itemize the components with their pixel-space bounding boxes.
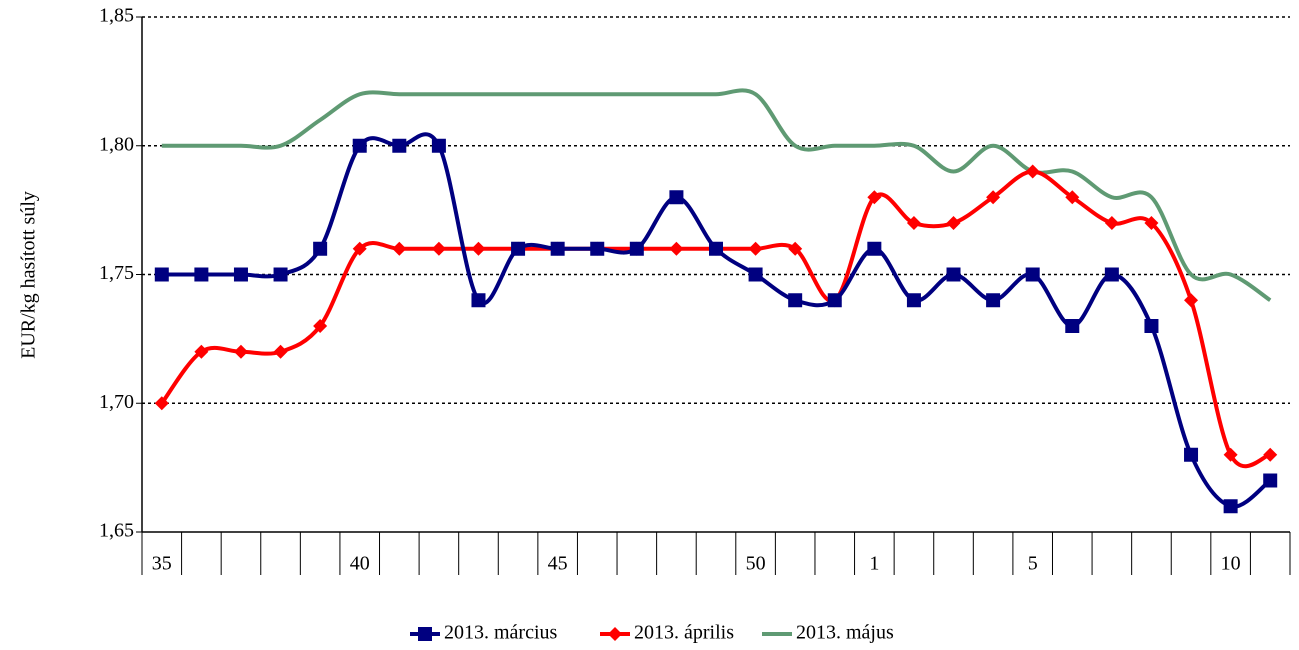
y-tick-label: 1,85 [99, 5, 134, 27]
data-point [946, 216, 961, 230]
data-point [1025, 164, 1040, 179]
legend-label: 2013. május [796, 622, 894, 644]
y-axis-label: EUR/kg hasított súly [18, 191, 40, 359]
data-point [273, 344, 288, 359]
y-tick-label: 1,70 [99, 391, 134, 413]
data-point [154, 396, 169, 411]
legend-label: 2013. március [444, 622, 558, 644]
data-point [511, 241, 526, 256]
legend-marker [418, 627, 432, 641]
data-point [669, 190, 684, 205]
x-tick-label: 1 [869, 553, 879, 575]
data-point [1065, 319, 1080, 333]
data-point [352, 241, 367, 256]
data-point [471, 293, 486, 308]
data-point [352, 138, 367, 153]
data-point [1025, 267, 1040, 282]
data-point [669, 241, 684, 256]
data-point [986, 190, 1001, 205]
data-point [471, 241, 486, 256]
data-point [986, 293, 1001, 308]
data-point [788, 293, 803, 308]
x-tick-label: 10 [1221, 553, 1241, 575]
data-point [1144, 319, 1159, 333]
data-point [1065, 190, 1080, 205]
data-point [313, 241, 328, 256]
data-point [233, 344, 248, 359]
data-point [788, 241, 803, 256]
data-point [431, 138, 446, 153]
data-point [392, 138, 407, 153]
data-point [1144, 216, 1159, 230]
data-point [1263, 447, 1278, 462]
data-point [1184, 447, 1199, 462]
series-line [161, 88, 1272, 302]
data-point [313, 319, 328, 333]
data-point [273, 267, 288, 282]
x-tick-label: 50 [746, 553, 766, 575]
data-point [709, 241, 723, 256]
data-point [194, 267, 209, 282]
data-point [906, 293, 921, 308]
data-point [431, 241, 446, 256]
x-tick-label: 45 [548, 553, 568, 575]
data-point [392, 241, 407, 256]
data-point [867, 241, 882, 256]
data-point [748, 241, 763, 256]
data-point [629, 241, 644, 256]
y-tick-label: 1,80 [99, 133, 134, 155]
data-point [867, 190, 882, 205]
data-point [827, 293, 842, 308]
data-point [590, 241, 605, 256]
data-point [1263, 473, 1278, 488]
data-point [1223, 447, 1238, 462]
data-point [194, 344, 209, 359]
x-tick-label: 35 [152, 553, 172, 575]
data-point [1184, 293, 1199, 308]
data-point [748, 267, 763, 282]
data-point [550, 241, 565, 256]
series-line [161, 132, 1272, 509]
data-point [906, 216, 921, 230]
data-point [1223, 499, 1238, 514]
data-point [946, 267, 961, 282]
y-tick-label: 1,65 [99, 520, 134, 542]
data-point [1104, 216, 1119, 230]
data-point [154, 267, 169, 282]
y-tick-label: 1,75 [99, 262, 134, 284]
data-point [233, 267, 248, 282]
data-point [1104, 267, 1119, 282]
legend-marker [608, 627, 622, 641]
x-tick-label: 5 [1028, 553, 1038, 575]
legend-label: 2013. április [634, 622, 734, 644]
series-line [160, 169, 1271, 469]
x-tick-label: 40 [350, 553, 370, 575]
